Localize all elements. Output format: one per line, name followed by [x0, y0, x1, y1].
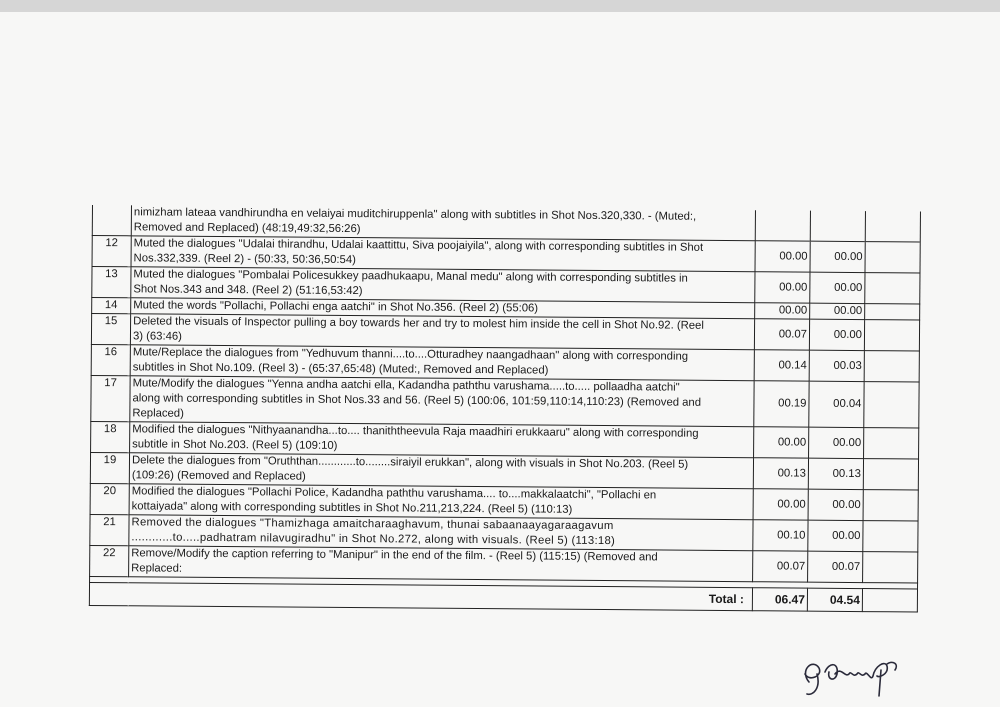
duration-value-2: 00.07	[807, 551, 863, 583]
empty-cell	[863, 381, 920, 429]
row-number	[92, 205, 132, 236]
duration-value-2: 00.00	[807, 520, 864, 552]
row-description: Delete the dialogues from "Oruththan....…	[129, 452, 754, 489]
row-number: 19	[90, 452, 130, 484]
empty-cell	[862, 588, 918, 612]
duration-value-1: 00.07	[754, 318, 810, 351]
duration-value-1: 00.19	[753, 380, 810, 428]
duration-value-1: 00.07	[752, 550, 808, 583]
empty-cell	[862, 520, 919, 552]
duration-value-2: 00.00	[809, 272, 865, 304]
duration-value-2: 00.13	[808, 458, 864, 490]
scan-edge	[0, 0, 1000, 12]
cuts-table-grid: nimizham lateaa vandhirundha en velaiyai…	[89, 205, 921, 612]
total-label: Total :	[89, 582, 753, 611]
row-description: Mute/Replace the dialogues from "Yedhuvu…	[130, 344, 755, 381]
duration-value-1	[755, 210, 811, 242]
duration-value-2: 00.00	[808, 427, 864, 459]
row-description: Deleted the visuals of Inspector pulling…	[130, 313, 755, 350]
empty-cell	[863, 489, 919, 521]
row-number: 14	[91, 297, 131, 314]
row-number: 21	[89, 514, 130, 546]
duration-value-1: 00.00	[754, 302, 810, 320]
duration-value-1: 00.14	[754, 349, 810, 382]
empty-cell	[863, 458, 919, 490]
row-description: Mute/Modify the dialogues "Yenna andha a…	[129, 375, 755, 427]
duration-value-2: 00.03	[809, 350, 865, 382]
row-number: 12	[92, 235, 132, 267]
empty-cell	[863, 427, 919, 459]
row-description: Modified the dialogues "Nithyaanandha...…	[129, 421, 754, 458]
empty-cell	[864, 303, 920, 321]
duration-value-2: 00.00	[809, 319, 865, 351]
empty-cell	[864, 319, 920, 352]
duration-value-2: 00.00	[808, 489, 864, 521]
row-number: 22	[89, 545, 129, 577]
cuts-table-body: nimizham lateaa vandhirundha en velaiyai…	[89, 205, 921, 612]
row-description: nimizham lateaa vandhirundha en velaiyai…	[131, 205, 756, 241]
duration-value-2: 00.00	[809, 241, 866, 273]
empty-cell	[862, 551, 918, 583]
row-number: 18	[90, 421, 130, 453]
row-number: 17	[90, 375, 131, 422]
empty-cell	[864, 272, 920, 305]
empty-cell	[865, 211, 921, 243]
row-description: Modified the dialogues "Pollachi Police,…	[129, 483, 754, 520]
duration-value-1: 00.00	[753, 488, 809, 521]
duration-value-2: 00.04	[808, 381, 865, 428]
row-description: Removed the dialogues "Thamizhaga amaitc…	[128, 514, 754, 551]
document-page	[0, 12, 1000, 707]
signature-stroke	[804, 661, 898, 697]
row-number: 16	[91, 344, 131, 376]
duration-value-1: 00.00	[754, 240, 811, 273]
empty-cell	[864, 241, 921, 274]
signature	[804, 661, 898, 697]
total-value-2: 04.54	[807, 588, 863, 612]
row-description: Muted the dialogues "Pombalai Policesukk…	[130, 266, 755, 303]
cuts-table: nimizham lateaa vandhirundha en velaiyai…	[89, 205, 921, 612]
duration-value-1: 00.00	[753, 426, 809, 459]
total-value-1: 06.47	[752, 587, 808, 612]
row-description: Muted the dialogues "Udalai thirandhu, U…	[131, 235, 756, 272]
row-number: 15	[91, 313, 131, 345]
empty-cell	[864, 350, 920, 383]
row-number: 20	[90, 483, 130, 515]
duration-value-1: 00.13	[753, 457, 809, 490]
duration-value-2	[810, 210, 866, 242]
row-description: Remove/Modify the caption referring to "…	[128, 545, 753, 582]
duration-value-1: 00.10	[752, 519, 809, 552]
row-number: 13	[91, 266, 132, 298]
table-row: 17 Mute/Modify the dialogues "Yenna andha…	[90, 375, 920, 429]
duration-value-1: 00.00	[754, 271, 810, 304]
duration-value-2: 00.00	[809, 303, 865, 320]
